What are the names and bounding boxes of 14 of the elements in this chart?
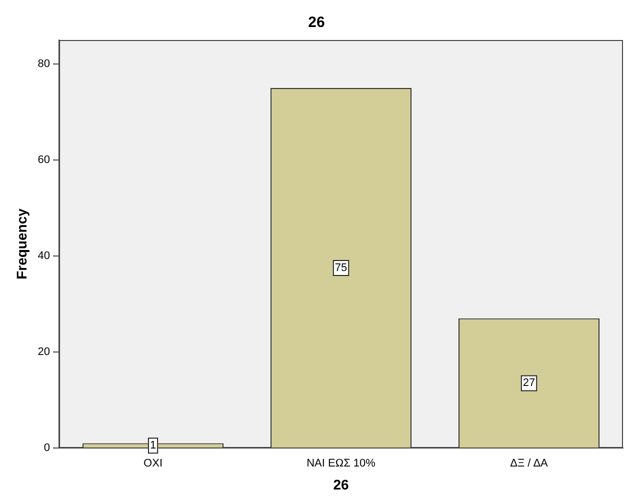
x-tick-label: ΔΞ / ΔΑ	[510, 458, 549, 470]
data-label: 1	[150, 440, 156, 452]
x-axis-title: 26	[333, 476, 350, 492]
y-tick-label: 40	[38, 250, 50, 262]
y-tick-label: 80	[38, 58, 50, 70]
chart-title: 26	[308, 14, 325, 32]
data-label: 75	[334, 262, 348, 274]
x-tick-label: ΟΧΙ	[144, 458, 163, 470]
x-tick-label: ΝΑΙ ΕΩΣ 10%	[306, 458, 376, 470]
y-axis-title: Frequency	[13, 208, 30, 280]
data-label: 27	[522, 377, 536, 390]
y-tick-label: 60	[38, 154, 50, 166]
y-tick-label: 20	[38, 346, 50, 358]
y-tick-label: 0	[44, 442, 50, 454]
